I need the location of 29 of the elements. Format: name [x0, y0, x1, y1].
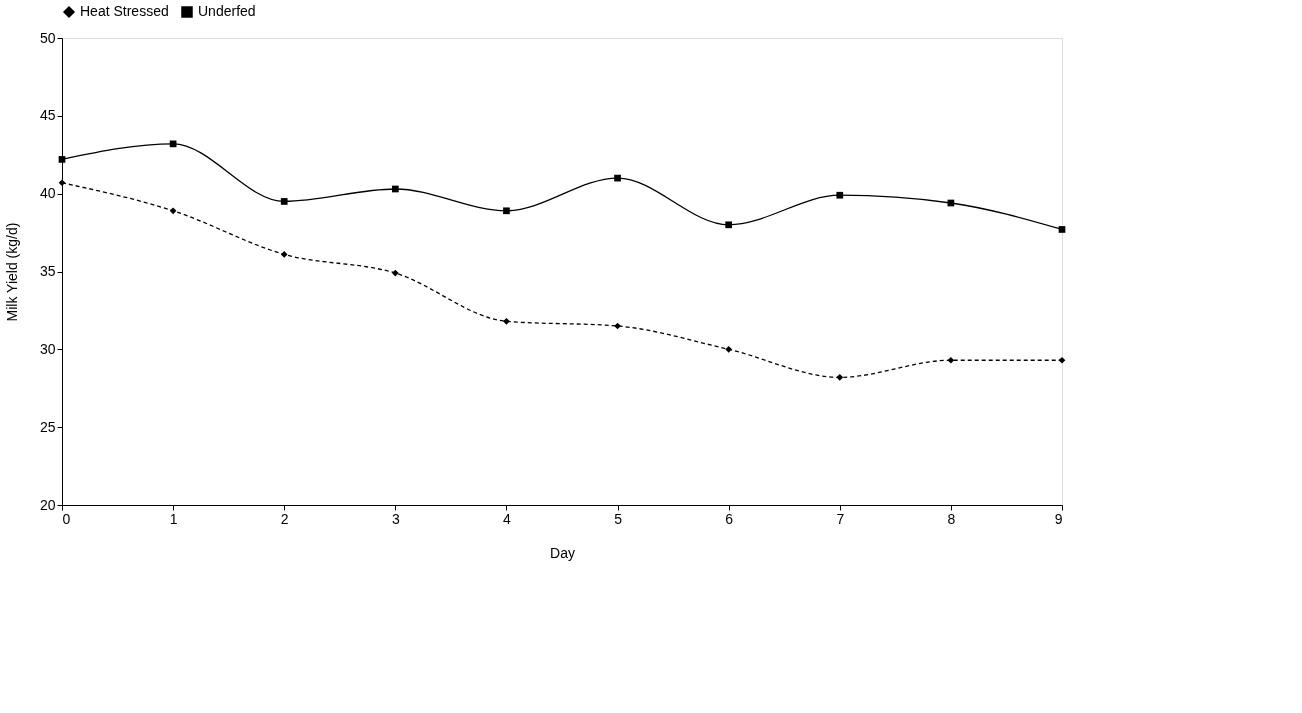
y-tick-label: 25: [39, 418, 56, 435]
point: [503, 317, 510, 325]
x-tick-label: 0: [62, 510, 71, 527]
x-tick-label: 5: [614, 510, 623, 527]
point: [280, 198, 288, 205]
x-tick-label: 8: [947, 510, 956, 527]
y-tick-label: 45: [39, 107, 56, 124]
point: [725, 345, 733, 353]
y-tick-label: 30: [39, 340, 56, 357]
y-tick-label: 20: [39, 496, 56, 513]
point: [503, 207, 510, 215]
point: [725, 221, 733, 229]
x-tick-label: 9: [1054, 510, 1063, 527]
point: [836, 191, 844, 199]
x-tick-label: 2: [280, 510, 289, 527]
legend-label: Heat Stressed: [80, 3, 169, 19]
x-tick-label: 1: [169, 510, 178, 527]
x-tick-label: 6: [725, 510, 734, 527]
point: [947, 356, 955, 364]
y-tick-label: 40: [39, 185, 56, 202]
y-tick-label: 50: [39, 29, 56, 46]
y-tick-label: 35: [39, 263, 56, 279]
x-tick-label: 3: [391, 510, 400, 527]
point: [1058, 356, 1066, 364]
y-axis-title: Milk Yield (kg/d): [3, 222, 20, 322]
x-tick-label: 4: [503, 510, 512, 527]
x-tick-label: 7: [836, 510, 845, 527]
legend-label: Underfed: [198, 3, 256, 19]
x-axis-title: Day: [550, 544, 575, 561]
